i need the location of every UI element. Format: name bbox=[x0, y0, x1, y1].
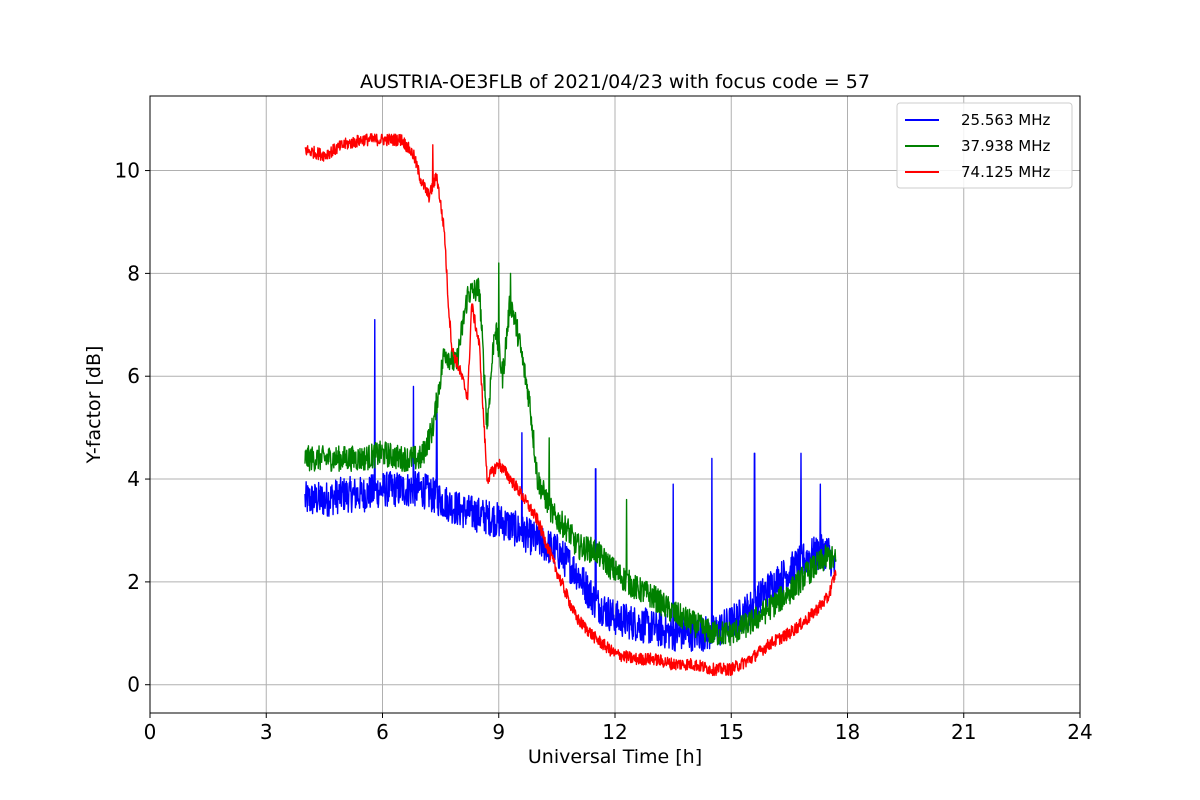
x-axis-label: Universal Time [h] bbox=[528, 746, 702, 768]
series-line-2 bbox=[304, 262, 837, 647]
legend-label: 37.938 MHz bbox=[961, 137, 1050, 155]
legend: 25.563 MHz 37.938 MHz 74.125 MHz bbox=[896, 102, 1073, 189]
series-line-1 bbox=[304, 318, 837, 652]
y-tick-label: 10 bbox=[115, 159, 140, 183]
x-tick-label: 15 bbox=[719, 720, 744, 744]
x-tick-label: 21 bbox=[951, 720, 976, 744]
y-tick-label: 2 bbox=[127, 570, 140, 594]
y-axis-label: Y-factor [dB] bbox=[83, 346, 105, 465]
legend-box bbox=[896, 102, 1073, 189]
legend-label: 74.125 MHz bbox=[961, 163, 1050, 181]
series-layer bbox=[304, 133, 837, 677]
x-tick-label: 3 bbox=[260, 720, 273, 744]
y-tick-label: 8 bbox=[127, 261, 140, 285]
y-tick-label: 6 bbox=[127, 364, 140, 388]
series-line-3 bbox=[304, 133, 837, 677]
y-tick-label: 0 bbox=[127, 673, 140, 697]
legend-label: 25.563 MHz bbox=[961, 111, 1050, 129]
x-tick-label: 6 bbox=[376, 720, 389, 744]
x-tick-label: 0 bbox=[144, 720, 157, 744]
x-tick-label: 9 bbox=[492, 720, 505, 744]
x-tick-label: 18 bbox=[835, 720, 860, 744]
y-tick-label: 4 bbox=[127, 467, 140, 491]
x-tick-label: 24 bbox=[1067, 720, 1092, 744]
x-tick-label: 12 bbox=[602, 720, 627, 744]
chart-title: AUSTRIA-OE3FLB of 2021/04/23 with focus … bbox=[360, 71, 870, 93]
